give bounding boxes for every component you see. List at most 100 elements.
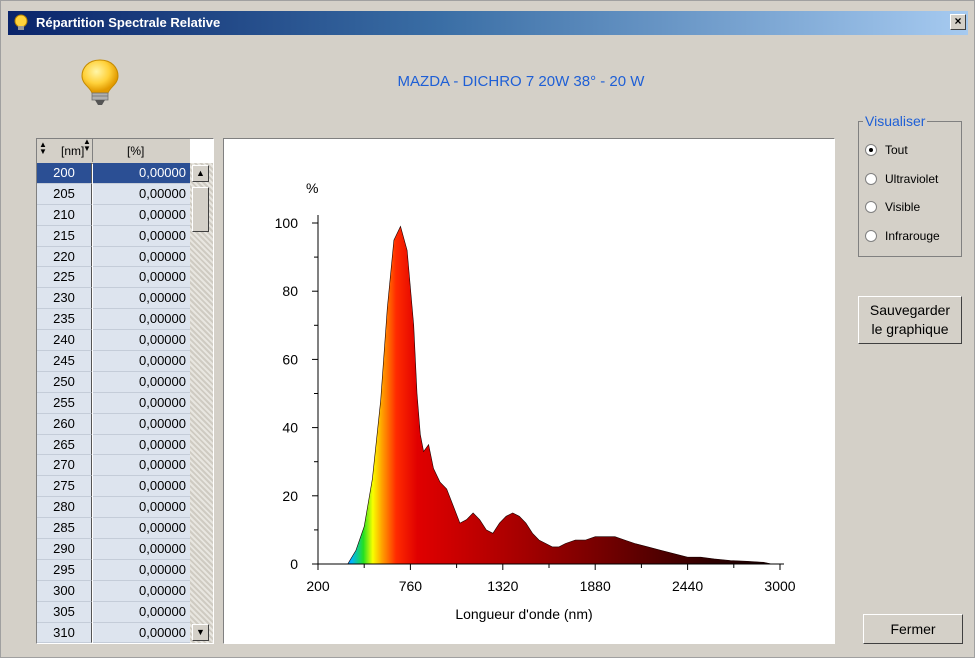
lightbulb-icon (14, 14, 28, 30)
spectral-data-table[interactable]: ▲ ▼ [nm] ▲ ▼ [%] 200 0,00000 205 0,00000 210 0,… (36, 138, 214, 644)
x-tick-label: 1880 (580, 578, 611, 594)
save-graph-button[interactable]: Sauvegarder le graphique (858, 296, 962, 344)
wavelength-cell: 305 (37, 601, 92, 623)
table-row[interactable]: 220 0,00000 (37, 246, 190, 268)
sort-icon: ▲ ▼ (39, 140, 47, 156)
percent-cell: 0,00000 (93, 330, 190, 352)
table-row[interactable]: 305 0,00000 (37, 601, 190, 623)
radio-button-icon[interactable] (865, 229, 877, 242)
percent-cell: 0,00000 (93, 559, 190, 581)
percent-cell: 0,00000 (93, 580, 190, 602)
x-tick-label: 760 (399, 578, 423, 594)
close-window-button[interactable]: × (950, 14, 966, 30)
table-row[interactable]: 310 0,00000 (37, 622, 190, 643)
percent-cell: 0,00000 (93, 434, 190, 456)
x-tick-label: 3000 (764, 578, 795, 594)
table-row[interactable]: 245 0,00000 (37, 351, 190, 372)
column-header-wavelength[interactable]: ▲ ▼ [nm] ▲ ▼ (37, 139, 93, 162)
percent-cell: 0,00000 (93, 267, 190, 289)
wavelength-cell: 240 (37, 330, 92, 352)
percent-cell: 0,00000 (93, 539, 190, 560)
table-row[interactable]: 290 0,00000 (37, 539, 190, 560)
percent-cell: 0,00000 (93, 288, 190, 310)
table-row[interactable]: 255 0,00000 (37, 392, 190, 414)
wavelength-cell: 215 (37, 225, 92, 247)
visualiser-group: Visualiser Tout Ultraviolet Visible Infraro… (858, 113, 962, 257)
x-tick-label: 2440 (672, 578, 703, 594)
percent-cell: 0,00000 (93, 622, 190, 643)
wavelength-cell: 295 (37, 559, 92, 581)
y-tick-label: 60 (282, 351, 298, 367)
table-row[interactable]: 200 0,00000 (37, 163, 190, 184)
vertical-scrollbar[interactable]: ▲ ▼ (190, 163, 213, 643)
table-row[interactable]: 235 0,00000 (37, 309, 190, 331)
wavelength-cell: 220 (37, 246, 92, 268)
radio-label: Infrarouge (885, 228, 940, 243)
table-row[interactable]: 260 0,00000 (37, 413, 190, 435)
x-tick-label: 1320 (487, 578, 518, 594)
table-rows: 200 0,00000 205 0,00000 210 0,00000 215 0,00000… (37, 163, 190, 643)
percent-cell: 0,00000 (93, 497, 190, 519)
scrollbar-thumb[interactable] (192, 187, 209, 232)
wavelength-cell: 245 (37, 351, 92, 372)
radio-label: Tout (885, 143, 908, 157)
percent-cell: 0,00000 (93, 455, 190, 477)
table-row[interactable]: 285 0,00000 (37, 518, 190, 540)
wavelength-cell: 265 (37, 434, 92, 456)
chart-svg: 200 760 1320 1880 2440 3000 0 20 40 60 80 100 % Lon… (275, 180, 796, 622)
y-tick-label: 40 (282, 420, 298, 436)
wavelength-cell: 275 (37, 476, 92, 498)
wavelength-cell: 280 (37, 497, 92, 519)
table-row[interactable]: 300 0,00000 (37, 580, 190, 602)
wavelength-cell: 205 (37, 183, 92, 205)
y-tick-label: 100 (275, 215, 299, 231)
table-row[interactable]: 210 0,00000 (37, 204, 190, 226)
wavelength-cell: 210 (37, 204, 92, 226)
title-bar[interactable]: Répartition Spectrale Relative × (8, 11, 968, 35)
wavelength-cell: 250 (37, 371, 92, 393)
percent-cell: 0,00000 (93, 413, 190, 435)
y-axis-label: % (306, 180, 318, 196)
percent-cell: 0,00000 (93, 351, 190, 372)
wavelength-cell: 300 (37, 580, 92, 602)
wavelength-cell: 310 (37, 622, 92, 643)
table-row[interactable]: 295 0,00000 (37, 559, 190, 581)
x-axis-label: Longueur d'onde (nm) (455, 606, 592, 622)
wavelength-cell: 235 (37, 309, 92, 331)
percent-cell: 0,00000 (93, 183, 190, 205)
table-row[interactable]: 250 0,00000 (37, 371, 190, 393)
scroll-down-button[interactable]: ▼ (192, 624, 209, 641)
table-row[interactable]: 230 0,00000 (37, 288, 190, 310)
wavelength-cell: 225 (37, 267, 92, 289)
x-tick-label: 200 (306, 578, 330, 594)
table-row[interactable]: 240 0,00000 (37, 330, 190, 352)
table-row[interactable]: 225 0,00000 (37, 267, 190, 289)
close-button[interactable]: Fermer (863, 614, 963, 644)
percent-cell: 0,00000 (93, 392, 190, 414)
radio-label: Visible (885, 200, 921, 214)
percent-cell: 0,00000 (93, 518, 190, 540)
percent-cell: 0,00000 (93, 225, 190, 247)
table-row[interactable]: 275 0,00000 (37, 476, 190, 498)
lamp-title: MAZDA - DICHRO 7 20W 38° - 20 W (397, 73, 645, 90)
spectrum-area (347, 225, 772, 565)
percent-cell: 0,00000 (93, 601, 190, 623)
percent-cell: 0,00000 (93, 246, 190, 268)
table-row[interactable]: 265 0,00000 (37, 434, 190, 456)
visualiser-legend: Visualiser (863, 113, 928, 129)
window-title: Répartition Spectrale Relative (36, 15, 221, 30)
radio-button-icon[interactable] (865, 172, 877, 185)
y-tick-label: 80 (282, 283, 298, 299)
table-row[interactable]: 215 0,00000 (37, 225, 190, 247)
wavelength-cell: 290 (37, 539, 92, 560)
wavelength-cell: 200 (37, 163, 92, 184)
column-header-percent[interactable]: [%] (127, 144, 145, 158)
percent-cell: 0,00000 (93, 163, 190, 184)
table-row[interactable]: 270 0,00000 (37, 455, 190, 477)
radio-button-icon[interactable] (865, 144, 877, 156)
wavelength-cell: 285 (37, 518, 92, 540)
table-row[interactable]: 280 0,00000 (37, 497, 190, 519)
scroll-up-button[interactable]: ▲ (192, 165, 209, 182)
radio-button-icon[interactable] (865, 201, 877, 213)
table-row[interactable]: 205 0,00000 (37, 183, 190, 205)
